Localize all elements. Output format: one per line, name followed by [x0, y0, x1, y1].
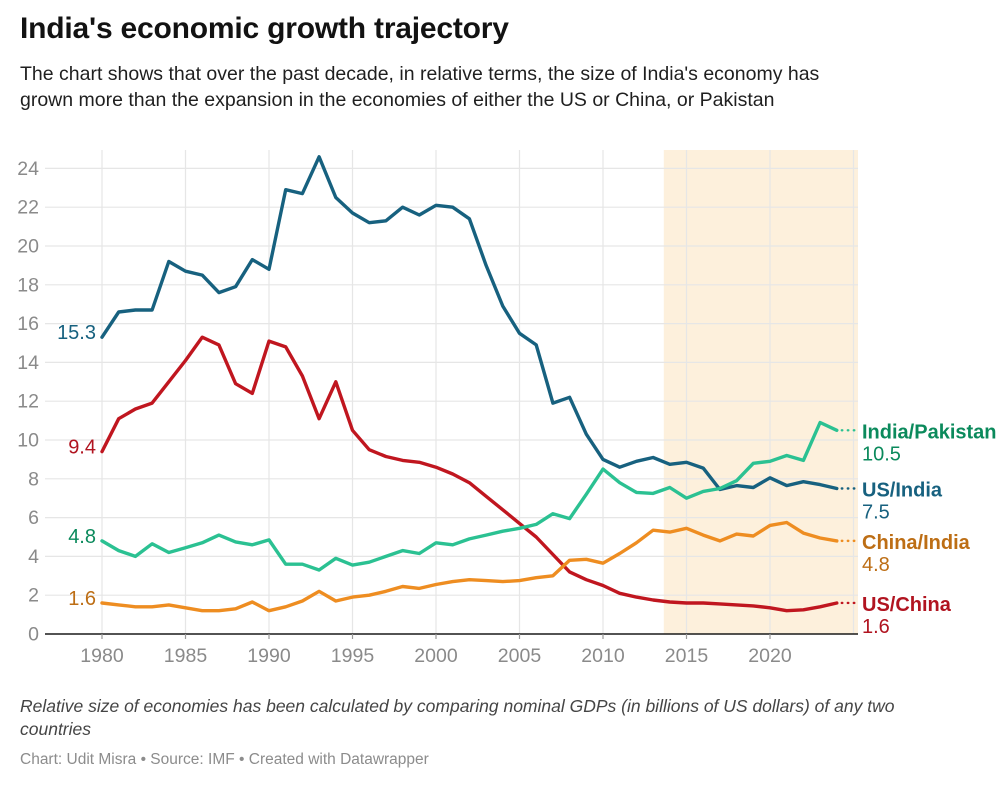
methodology-note-line2: countries [20, 718, 92, 739]
series-end-value-china-india: 4.8 [862, 554, 890, 576]
chart-subtitle: The chart shows that over the past decad… [20, 61, 980, 113]
x-axis-tick-label: 2010 [581, 645, 625, 667]
y-axis-tick-label: 22 [17, 197, 39, 219]
page-title: India's economic growth trajectory [20, 12, 509, 45]
series-end-label-us-china: US/China [862, 594, 952, 616]
series-start-value-china-india: 1.6 [68, 588, 96, 610]
x-axis-tick-label: 1995 [331, 645, 375, 667]
series-line-india-pakistan[interactable] [100, 420, 839, 572]
series-start-value-us-china: 9.4 [68, 437, 96, 459]
series-line-china-india[interactable] [100, 520, 839, 613]
methodology-note: Relative size of economies has been calc… [20, 695, 990, 740]
series-end-value-us-china: 1.6 [862, 616, 890, 638]
chart-subtitle-line2: grown more than the expansion in the eco… [20, 89, 775, 111]
x-axis-tick-label: 2015 [665, 645, 709, 667]
series-end-label-china-india: China/India [862, 532, 971, 554]
x-axis-tick-label: 2005 [498, 645, 542, 667]
x-axis-tick-label: 1985 [164, 645, 208, 667]
methodology-note-line1: Relative size of economies has been calc… [20, 696, 895, 716]
y-axis-tick-label: 4 [28, 546, 39, 568]
series-start-value-india-pakistan: 4.8 [68, 526, 96, 548]
x-axis-tick-label: 2020 [748, 645, 792, 667]
credit-line: Chart: Udit Misra • Source: IMF • Create… [20, 751, 429, 768]
y-axis-tick-label: 8 [28, 468, 39, 490]
y-axis-tick-label: 12 [17, 391, 39, 413]
highlight-band [663, 150, 858, 634]
chart-subtitle-line1: The chart shows that over the past decad… [20, 63, 820, 85]
y-axis-tick-label: 0 [28, 624, 39, 646]
series-line-us-india[interactable] [100, 155, 839, 492]
chart-footer: Relative size of economies has been calc… [20, 695, 990, 769]
y-axis-tick-label: 24 [17, 158, 39, 180]
series-end-label-us-india: US/India [862, 480, 943, 502]
series-end-value-us-india: 7.5 [862, 502, 890, 524]
x-axis-tick-label: 1980 [80, 645, 124, 667]
x-axis-tick-label: 1990 [247, 645, 291, 667]
y-axis-tick-label: 2 [28, 585, 39, 607]
series-end-label-india-pakistan: India/Pakistan [862, 421, 997, 443]
y-axis-tick-label: 6 [28, 507, 39, 529]
series-start-value-us-india: 15.3 [57, 322, 96, 344]
y-axis-tick-label: 16 [17, 313, 39, 335]
chart-header: India's economic growth trajectory The c… [20, 12, 980, 113]
y-axis-tick-label: 20 [17, 236, 39, 258]
series-line-us-china[interactable] [100, 335, 839, 613]
x-axis-tick-label: 2000 [414, 645, 458, 667]
y-axis-tick-label: 10 [17, 430, 39, 452]
y-axis-tick-label: 14 [17, 352, 39, 374]
y-axis-tick-label: 18 [17, 274, 39, 296]
series-end-value-india-pakistan: 10.5 [862, 443, 901, 465]
